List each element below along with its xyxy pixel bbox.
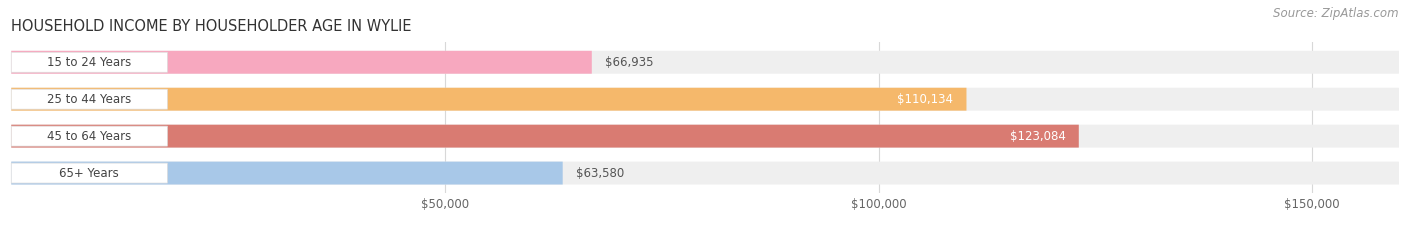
Text: $123,084: $123,084 <box>1010 130 1066 143</box>
Text: 45 to 64 Years: 45 to 64 Years <box>48 130 131 143</box>
Text: 15 to 24 Years: 15 to 24 Years <box>48 56 131 69</box>
FancyBboxPatch shape <box>11 126 167 146</box>
FancyBboxPatch shape <box>11 125 1078 147</box>
FancyBboxPatch shape <box>11 88 966 111</box>
FancyBboxPatch shape <box>11 51 592 74</box>
Text: HOUSEHOLD INCOME BY HOUSEHOLDER AGE IN WYLIE: HOUSEHOLD INCOME BY HOUSEHOLDER AGE IN W… <box>11 19 412 34</box>
Text: 25 to 44 Years: 25 to 44 Years <box>48 93 131 106</box>
FancyBboxPatch shape <box>11 163 167 183</box>
FancyBboxPatch shape <box>11 162 1399 185</box>
FancyBboxPatch shape <box>11 89 167 109</box>
FancyBboxPatch shape <box>11 162 562 185</box>
FancyBboxPatch shape <box>11 52 167 72</box>
Text: Source: ZipAtlas.com: Source: ZipAtlas.com <box>1274 7 1399 20</box>
FancyBboxPatch shape <box>11 125 1399 147</box>
FancyBboxPatch shape <box>11 51 1399 74</box>
Text: $63,580: $63,580 <box>575 167 624 180</box>
Text: 65+ Years: 65+ Years <box>59 167 120 180</box>
Text: $66,935: $66,935 <box>605 56 654 69</box>
FancyBboxPatch shape <box>11 88 1399 111</box>
Text: $110,134: $110,134 <box>897 93 953 106</box>
